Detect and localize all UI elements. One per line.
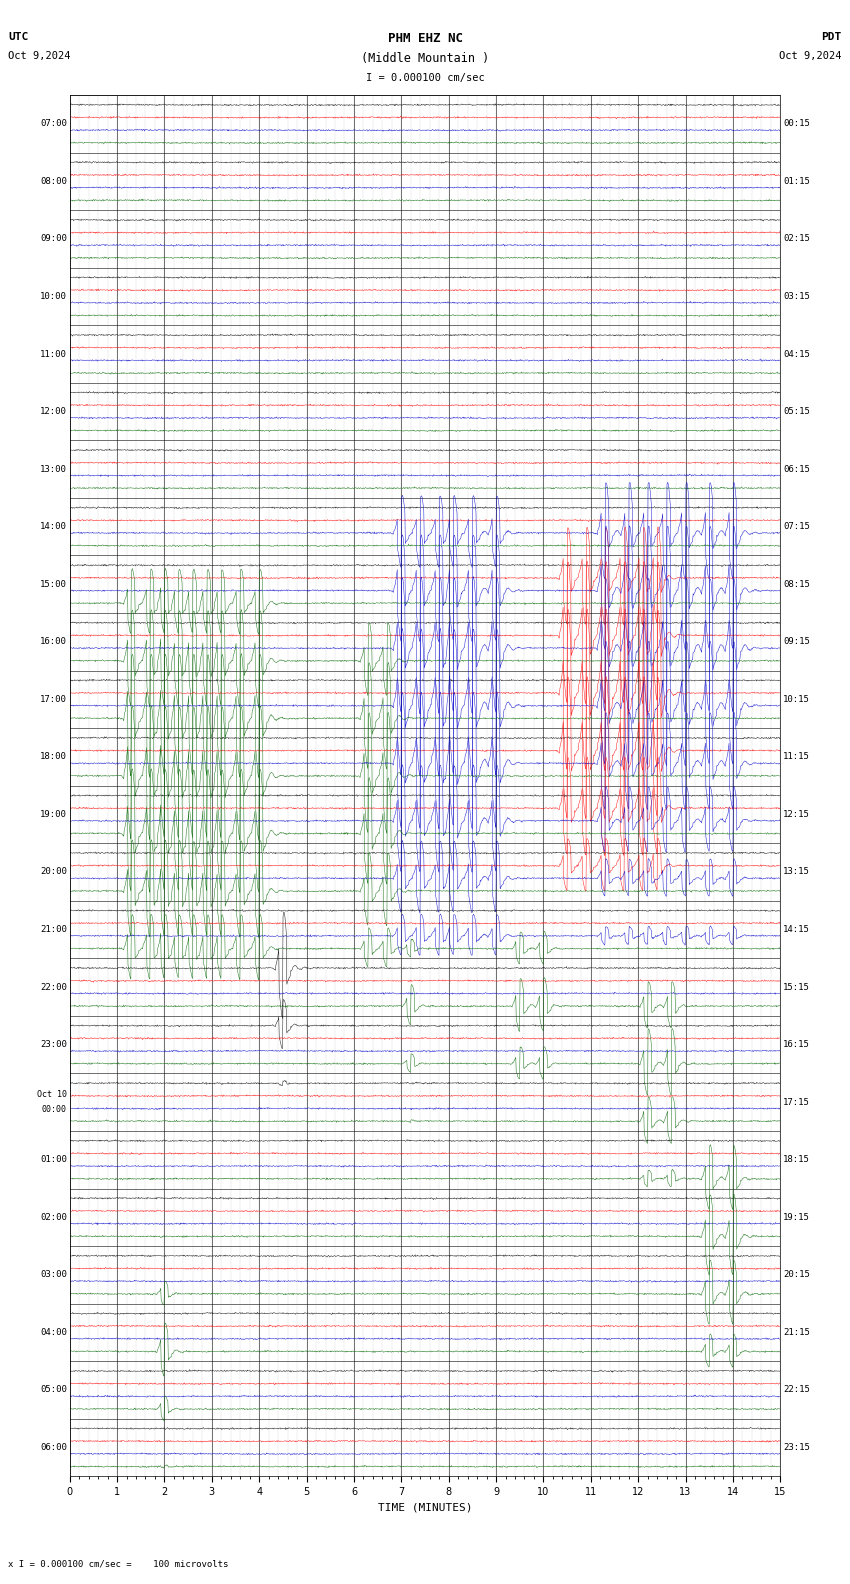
Text: 22:15: 22:15 <box>783 1386 810 1394</box>
Text: 20:00: 20:00 <box>40 868 67 876</box>
Text: 19:00: 19:00 <box>40 809 67 819</box>
Text: 16:00: 16:00 <box>40 637 67 646</box>
Text: 10:00: 10:00 <box>40 291 67 301</box>
Text: 15:15: 15:15 <box>783 982 810 992</box>
Text: 09:00: 09:00 <box>40 234 67 244</box>
Text: 12:00: 12:00 <box>40 407 67 417</box>
Text: 07:00: 07:00 <box>40 119 67 128</box>
Text: 20:15: 20:15 <box>783 1270 810 1280</box>
Text: (Middle Mountain ): (Middle Mountain ) <box>361 52 489 65</box>
Text: 04:00: 04:00 <box>40 1327 67 1337</box>
Text: 06:00: 06:00 <box>40 1443 67 1453</box>
Text: 11:00: 11:00 <box>40 350 67 358</box>
Text: 12:15: 12:15 <box>783 809 810 819</box>
Text: 18:00: 18:00 <box>40 752 67 762</box>
Text: x I = 0.000100 cm/sec =    100 microvolts: x I = 0.000100 cm/sec = 100 microvolts <box>8 1559 229 1568</box>
Text: 17:00: 17:00 <box>40 695 67 703</box>
Text: 13:15: 13:15 <box>783 868 810 876</box>
Text: PHM EHZ NC: PHM EHZ NC <box>388 32 462 44</box>
Text: 21:00: 21:00 <box>40 925 67 935</box>
Text: Oct 9,2024: Oct 9,2024 <box>779 51 842 60</box>
Text: 02:00: 02:00 <box>40 1213 67 1221</box>
Text: 19:15: 19:15 <box>783 1213 810 1221</box>
Text: 23:00: 23:00 <box>40 1041 67 1049</box>
Text: 01:00: 01:00 <box>40 1155 67 1164</box>
Text: 07:15: 07:15 <box>783 523 810 531</box>
Text: 03:00: 03:00 <box>40 1270 67 1280</box>
Text: 04:15: 04:15 <box>783 350 810 358</box>
X-axis label: TIME (MINUTES): TIME (MINUTES) <box>377 1502 473 1513</box>
Text: Oct 10: Oct 10 <box>37 1090 67 1099</box>
Text: 16:15: 16:15 <box>783 1041 810 1049</box>
Text: 10:15: 10:15 <box>783 695 810 703</box>
Text: 05:15: 05:15 <box>783 407 810 417</box>
Text: 09:15: 09:15 <box>783 637 810 646</box>
Text: 05:00: 05:00 <box>40 1386 67 1394</box>
Text: 14:00: 14:00 <box>40 523 67 531</box>
Text: 06:15: 06:15 <box>783 464 810 474</box>
Text: 13:00: 13:00 <box>40 464 67 474</box>
Text: 02:15: 02:15 <box>783 234 810 244</box>
Text: 00:15: 00:15 <box>783 119 810 128</box>
Text: 11:15: 11:15 <box>783 752 810 762</box>
Text: 01:15: 01:15 <box>783 177 810 185</box>
Text: 03:15: 03:15 <box>783 291 810 301</box>
Text: I = 0.000100 cm/sec: I = 0.000100 cm/sec <box>366 73 484 82</box>
Text: 17:15: 17:15 <box>783 1098 810 1107</box>
Text: 00:00: 00:00 <box>42 1106 67 1114</box>
Text: 18:15: 18:15 <box>783 1155 810 1164</box>
Text: 14:15: 14:15 <box>783 925 810 935</box>
Text: 08:00: 08:00 <box>40 177 67 185</box>
Text: 22:00: 22:00 <box>40 982 67 992</box>
Text: UTC: UTC <box>8 32 29 41</box>
Text: 08:15: 08:15 <box>783 580 810 589</box>
Text: PDT: PDT <box>821 32 842 41</box>
Text: 23:15: 23:15 <box>783 1443 810 1453</box>
Text: Oct 9,2024: Oct 9,2024 <box>8 51 71 60</box>
Text: 15:00: 15:00 <box>40 580 67 589</box>
Text: 21:15: 21:15 <box>783 1327 810 1337</box>
